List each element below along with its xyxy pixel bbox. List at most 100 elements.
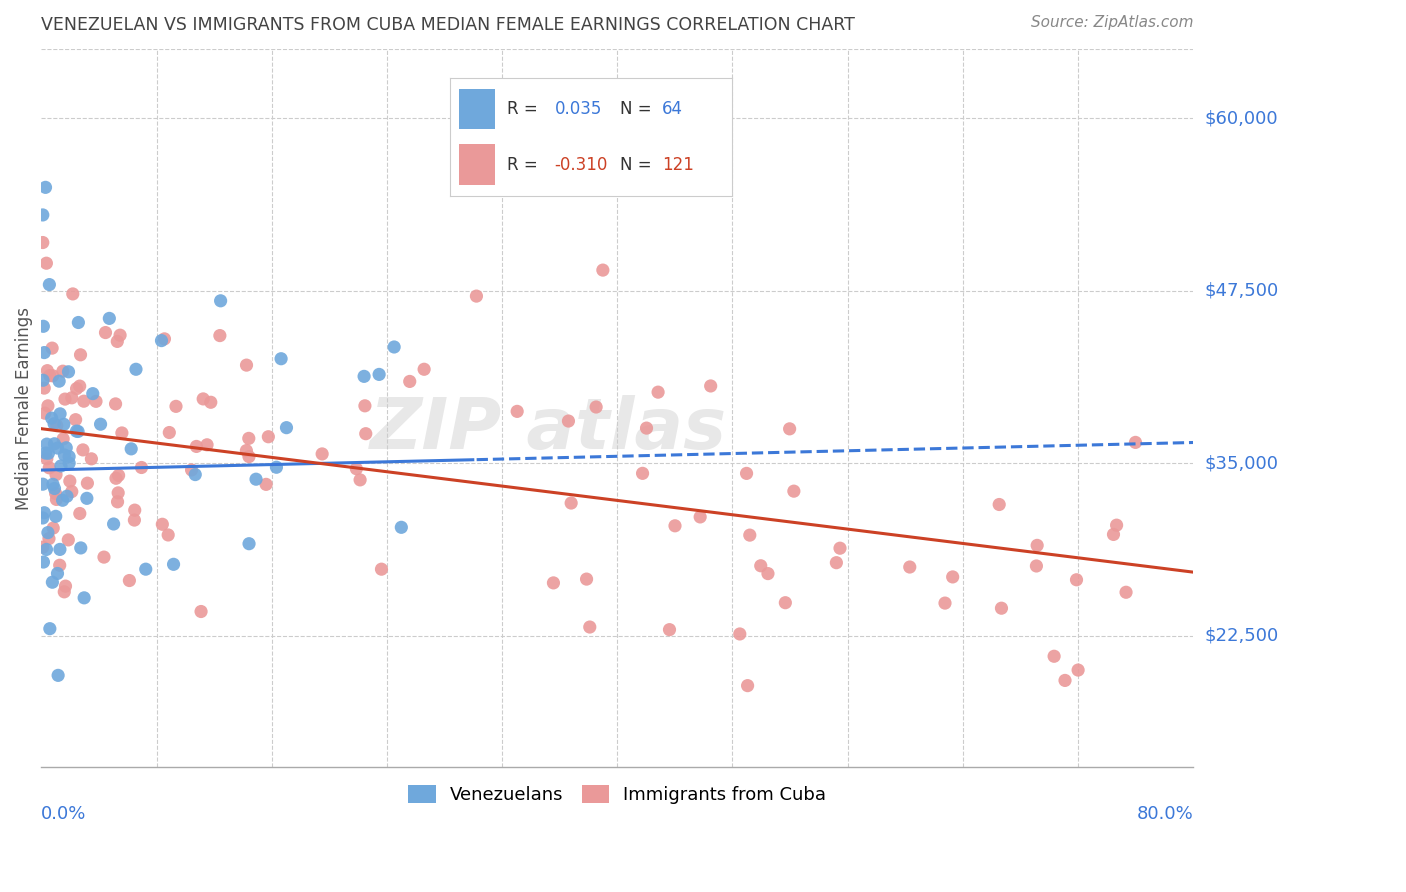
Text: VENEZUELAN VS IMMIGRANTS FROM CUBA MEDIAN FEMALE EARNINGS CORRELATION CHART: VENEZUELAN VS IMMIGRANTS FROM CUBA MEDIA… (41, 16, 855, 34)
Point (56, 489, 79, 503)
Point (42, 417, 65, 431)
Point (157, 425, 180, 440)
Point (41, 575, 63, 590)
Point (44, 482, 66, 496)
Point (988, 498, 1011, 512)
Point (45, 509, 67, 524)
Point (98, 311, 121, 326)
Point (42, 521, 65, 535)
Point (34, 180, 56, 194)
Point (193, 392, 215, 406)
Point (53, 584, 76, 599)
Point (72, 442, 94, 457)
Point (749, 558, 772, 573)
Point (38, 277, 60, 292)
Point (58, 365, 80, 379)
Point (76, 491, 98, 506)
Point (699, 379, 721, 393)
Point (153, 332, 176, 346)
Point (35, 437, 58, 451)
Point (636, 421, 658, 435)
Point (65, 424, 87, 438)
Point (354, 399, 377, 413)
Point (180, 463, 202, 477)
Point (46, 668, 69, 682)
Point (200, 395, 222, 409)
Text: $60,000: $60,000 (1205, 110, 1278, 128)
Point (783, 484, 806, 499)
Point (107, 468, 129, 483)
Point (775, 596, 797, 610)
Point (45, 492, 67, 507)
Point (32, 319, 55, 334)
Point (65, 412, 87, 426)
Text: 80.0%: 80.0% (1136, 805, 1194, 823)
Point (35, 542, 58, 557)
Point (266, 460, 288, 475)
Point (45, 418, 67, 433)
Point (31, 540, 53, 554)
Point (108, 328, 131, 343)
Point (125, 362, 148, 376)
Point (32, 345, 55, 359)
Point (37, 446, 59, 460)
Point (942, 570, 965, 584)
Point (658, 623, 681, 637)
Point (60, 391, 83, 405)
Point (557, 414, 579, 428)
Point (49, 407, 72, 421)
Point (124, 513, 146, 527)
Point (238, 537, 260, 551)
Point (157, 528, 180, 542)
Point (44, 437, 66, 451)
Point (592, 263, 614, 277)
Point (413, 362, 436, 376)
Point (34, 406, 56, 420)
Point (186, 439, 208, 453)
Point (93, 550, 115, 565)
Point (575, 572, 598, 586)
Point (80, 451, 103, 466)
Point (1053, 673, 1076, 688)
Point (506, 404, 529, 418)
Point (67, 425, 90, 439)
Point (42, 368, 65, 383)
Point (124, 503, 146, 517)
Point (254, 477, 277, 491)
Point (631, 467, 654, 481)
Point (38, 622, 60, 636)
Point (105, 334, 128, 349)
Point (1026, 538, 1049, 552)
Point (131, 460, 153, 475)
Point (165, 400, 187, 414)
Point (73, 394, 96, 409)
Point (184, 467, 207, 482)
Point (779, 422, 801, 436)
Point (235, 358, 257, 372)
Text: 0.0%: 0.0% (41, 805, 87, 823)
Point (59, 474, 82, 488)
Point (52, 417, 75, 432)
Point (107, 486, 129, 500)
Point (104, 397, 127, 411)
Point (354, 426, 377, 441)
Point (103, 516, 125, 531)
Point (1115, 585, 1137, 599)
Point (32, 381, 55, 395)
Point (382, 340, 405, 354)
Point (32, 373, 55, 387)
Point (370, 562, 392, 576)
Text: $47,500: $47,500 (1205, 282, 1278, 300)
Text: Source: ZipAtlas.com: Source: ZipAtlas.com (1031, 15, 1194, 30)
Point (111, 425, 134, 440)
Point (90, 417, 112, 432)
Point (73, 591, 96, 605)
Point (55, 441, 77, 455)
Point (257, 430, 280, 444)
Point (31, 208, 53, 222)
Point (35, 451, 58, 466)
Point (647, 385, 669, 400)
Point (756, 566, 779, 581)
Point (69, 507, 91, 521)
Point (1025, 559, 1047, 574)
